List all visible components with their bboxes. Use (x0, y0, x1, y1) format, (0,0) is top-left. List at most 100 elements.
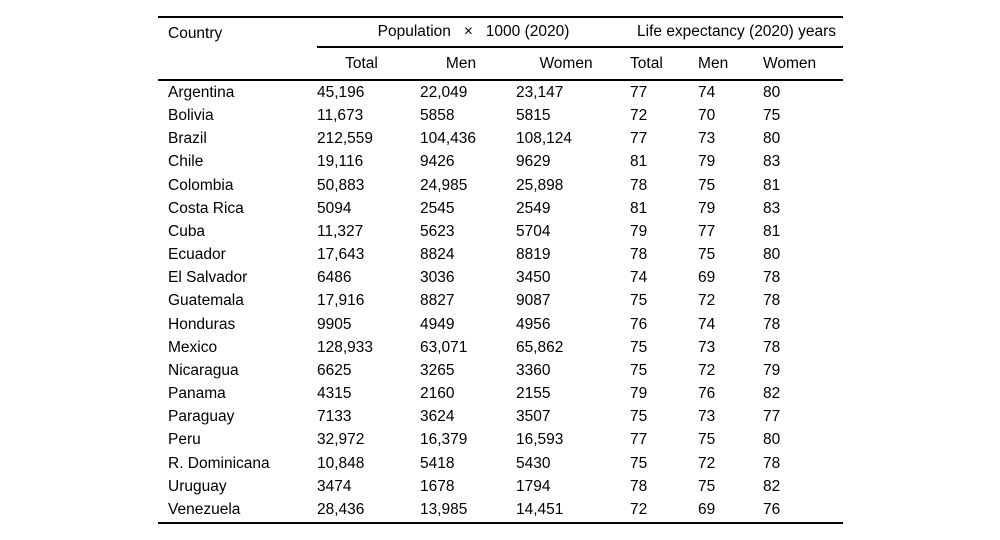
cell-pop-men: 3265 (420, 361, 455, 379)
cell-le-total: 75 (630, 338, 648, 356)
cell-pop-women: 23,147 (516, 83, 564, 101)
cell-pop-men: 5418 (420, 454, 455, 472)
cell-le-men: 70 (698, 107, 716, 125)
cell-pop-women: 8819 (516, 246, 551, 264)
cell-pop-men: 13,985 (420, 501, 468, 519)
cell-pop-total: 28,436 (317, 501, 365, 519)
cell-country: El Salvador (168, 269, 248, 287)
country-statistics-table: Country Population × 1000 (2020) Life ex… (158, 16, 844, 524)
cell-le-men: 76 (698, 385, 716, 403)
cell-le-women: 78 (763, 292, 781, 310)
cell-pop-women: 1794 (516, 477, 551, 495)
cell-pop-men: 8824 (420, 246, 455, 264)
cell-le-total: 72 (630, 107, 648, 125)
cell-country: Panama (168, 385, 226, 403)
cell-le-total: 78 (630, 246, 648, 264)
cell-le-women: 78 (763, 338, 781, 356)
cell-pop-men: 1678 (420, 477, 455, 495)
cell-country: Venezuela (168, 501, 241, 519)
cell-country: Argentina (168, 83, 235, 101)
cell-le-men: 69 (698, 501, 716, 519)
table-row: Honduras 9905 4949 4956 76 74 78 (158, 313, 843, 336)
cell-le-men: 73 (698, 338, 716, 356)
table-row: Brazil 212,559 104,436 108,124 77 73 80 (158, 128, 843, 151)
cell-le-total: 78 (630, 477, 648, 495)
cell-pop-women: 3507 (516, 408, 551, 426)
column-header-country: Country (158, 17, 317, 81)
cell-pop-women: 9629 (516, 153, 551, 171)
cell-le-total: 77 (630, 83, 648, 101)
cell-pop-total: 19,116 (317, 153, 364, 171)
cell-pop-men: 16,379 (420, 431, 468, 449)
cell-pop-women: 2549 (516, 199, 551, 217)
cell-pop-women: 5704 (516, 222, 551, 240)
cell-le-women: 82 (763, 385, 781, 403)
cell-le-women: 75 (763, 107, 781, 125)
table-body: Argentina 45,196 22,049 23,147 77 74 80 Bolivia… (158, 80, 843, 523)
cell-country: Cuba (168, 222, 206, 240)
subheader-pop-total: Total (317, 47, 420, 81)
cell-le-women: 78 (763, 269, 781, 287)
cell-le-women: 76 (763, 501, 781, 519)
cell-le-women: 83 (763, 153, 781, 171)
cell-le-total: 79 (630, 222, 648, 240)
cell-pop-total: 45,196 (317, 83, 365, 101)
cell-le-women: 80 (763, 83, 781, 101)
cell-le-total: 76 (630, 315, 648, 333)
cell-le-women: 77 (763, 408, 781, 426)
cell-country: Uruguay (168, 477, 227, 495)
cell-le-total: 75 (630, 454, 648, 472)
table-row: Ecuador 17,643 8824 8819 78 75 80 (158, 243, 843, 266)
cell-le-men: 72 (698, 361, 716, 379)
cell-country: Paraguay (168, 408, 235, 426)
cell-country: Mexico (168, 338, 218, 356)
cell-pop-men: 2545 (420, 199, 455, 217)
table-header: Country Population × 1000 (2020) Life ex… (158, 17, 844, 81)
cell-le-men: 74 (698, 83, 716, 101)
cell-le-women: 79 (763, 361, 781, 379)
cell-le-total: 78 (630, 176, 648, 194)
cell-le-women: 80 (763, 246, 781, 264)
cell-pop-total: 5094 (317, 199, 352, 217)
cell-pop-men: 5858 (420, 107, 455, 125)
cell-pop-men: 4949 (420, 315, 455, 333)
cell-pop-women: 2155 (516, 385, 551, 403)
table-row: Argentina 45,196 22,049 23,147 77 74 80 (158, 80, 843, 104)
cell-le-women: 82 (763, 477, 781, 495)
cell-pop-women: 65,862 (516, 338, 564, 356)
cell-le-total: 75 (630, 361, 648, 379)
table-row: Mexico 128,933 63,071 65,862 75 73 78 (158, 336, 843, 359)
cell-le-total: 81 (630, 199, 648, 217)
table-row: Chile 19,116 9426 9629 81 79 83 (158, 151, 843, 174)
cell-pop-women: 5430 (516, 454, 551, 472)
cell-pop-total: 4315 (317, 385, 352, 403)
cell-pop-men: 9426 (420, 153, 455, 171)
cell-country: Peru (168, 431, 201, 449)
cell-pop-total: 50,883 (317, 176, 365, 194)
cell-pop-women: 14,451 (516, 501, 564, 519)
cell-le-men: 79 (698, 153, 716, 171)
cell-pop-men: 63,071 (420, 338, 468, 356)
cell-country: Ecuador (168, 246, 226, 264)
sub-header-row: Total Men Women Total Men Women (158, 47, 844, 81)
cell-country: Guatemala (168, 292, 244, 310)
table-row: R. Dominicana 10,848 5418 5430 75 72 78 (158, 452, 843, 475)
cell-country: R. Dominicana (168, 454, 270, 472)
group-header-life-expectancy: Life expectancy (2020) years (630, 17, 844, 48)
cell-pop-total: 212,559 (317, 130, 374, 148)
cell-pop-women: 3360 (516, 361, 551, 379)
table-row: Nicaragua 6625 3265 3360 75 72 79 (158, 359, 843, 382)
cell-pop-men: 104,436 (420, 130, 477, 148)
cell-pop-total: 3474 (317, 477, 352, 495)
cell-country: Bolivia (168, 107, 214, 125)
cell-pop-men: 24,985 (420, 176, 468, 194)
cell-le-men: 75 (698, 431, 716, 449)
cell-pop-total: 17,643 (317, 246, 365, 264)
cell-pop-men: 5623 (420, 222, 455, 240)
cell-pop-men: 2160 (420, 385, 455, 403)
cell-le-total: 77 (630, 431, 648, 449)
cell-country: Brazil (168, 130, 207, 148)
cell-pop-women: 4956 (516, 315, 551, 333)
subheader-pop-women: Women (516, 47, 631, 81)
